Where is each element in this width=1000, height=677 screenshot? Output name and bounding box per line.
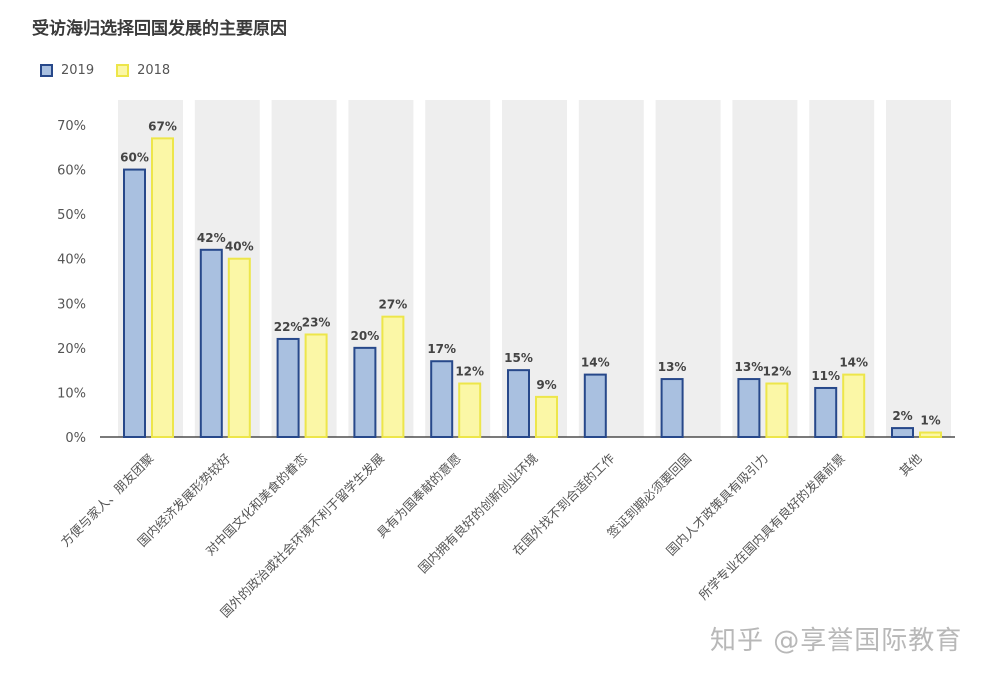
data-label-2019: 42% bbox=[197, 231, 226, 245]
category-background bbox=[886, 100, 951, 437]
bar-2018 bbox=[919, 431, 942, 438]
data-label-2019: 22% bbox=[274, 320, 303, 334]
bar-2018 bbox=[381, 315, 405, 438]
x-tick-label: 签证到期必须要回国 bbox=[604, 451, 694, 541]
data-label-2018: 40% bbox=[225, 240, 254, 254]
data-label-2019: 14% bbox=[581, 356, 610, 370]
bar-2019 bbox=[199, 248, 223, 438]
bar-2019 bbox=[123, 168, 146, 438]
bar-2018 bbox=[765, 382, 789, 438]
data-label-2018: 1% bbox=[920, 414, 940, 428]
bar-2018 bbox=[535, 395, 558, 438]
bar-2019 bbox=[660, 378, 684, 438]
x-tick-label: 具有为国奉献的意愿 bbox=[374, 451, 464, 541]
bar-2019 bbox=[507, 369, 530, 438]
bar-2018 bbox=[458, 382, 482, 438]
legend-item-2018: 2018 bbox=[116, 63, 170, 78]
data-label-2018: 12% bbox=[763, 365, 792, 379]
data-label-2019: 15% bbox=[504, 351, 533, 365]
legend-swatch-2018 bbox=[116, 64, 130, 77]
legend-label-2019: 2019 bbox=[61, 63, 95, 78]
data-label-2019: 11% bbox=[811, 369, 840, 383]
data-label-2019: 60% bbox=[120, 151, 149, 165]
data-label-2019: 17% bbox=[427, 342, 456, 356]
x-tick-label: 其他 bbox=[896, 450, 925, 479]
data-label-2019: 13% bbox=[658, 360, 687, 374]
y-tick-label: 70% bbox=[57, 119, 86, 134]
data-label-2019: 20% bbox=[351, 329, 380, 343]
watermark: 知乎 @享誉国际教育 bbox=[710, 626, 963, 656]
legend-item-2019: 2019 bbox=[40, 63, 94, 78]
data-label-2018: 12% bbox=[455, 365, 484, 379]
data-label-2018: 23% bbox=[302, 315, 331, 329]
y-tick-label: 20% bbox=[57, 342, 86, 357]
legend-swatch-2019 bbox=[40, 64, 53, 77]
y-tick-label: 60% bbox=[57, 164, 86, 179]
data-label-2018: 14% bbox=[839, 356, 868, 370]
bar-2018 bbox=[227, 257, 251, 439]
legend: 2019 2018 bbox=[40, 63, 170, 78]
data-label-2019: 2% bbox=[892, 409, 912, 423]
bar-2018 bbox=[842, 373, 866, 439]
bar-2019 bbox=[583, 373, 607, 439]
data-label-2018: 67% bbox=[148, 119, 177, 133]
bar-2018 bbox=[304, 333, 328, 438]
y-tick-label: 30% bbox=[57, 297, 86, 312]
bar-2019 bbox=[353, 346, 377, 439]
bar-2019 bbox=[814, 386, 838, 439]
y-tick-label: 40% bbox=[57, 253, 86, 268]
y-tick-label: 10% bbox=[57, 386, 86, 401]
x-tick-label: 国外的政治或社会环境不利于留学生发展 bbox=[217, 451, 387, 621]
y-tick-label: 50% bbox=[57, 208, 86, 223]
legend-label-2018: 2018 bbox=[137, 63, 171, 78]
data-label-2019: 13% bbox=[735, 360, 764, 374]
bar-2019 bbox=[430, 360, 454, 439]
bar-2019 bbox=[276, 337, 300, 439]
data-label-2018: 27% bbox=[379, 298, 408, 312]
y-tick-label: 0% bbox=[65, 431, 86, 446]
bar-2018 bbox=[151, 137, 174, 438]
chart-title: 受访海归选择回国发展的主要原因 bbox=[32, 19, 287, 39]
bar-2019 bbox=[737, 378, 761, 438]
data-label-2018: 9% bbox=[536, 378, 556, 392]
x-tick-label: 所学专业在国内具有良好的发展前景 bbox=[696, 451, 848, 603]
bar-2019 bbox=[891, 427, 914, 439]
